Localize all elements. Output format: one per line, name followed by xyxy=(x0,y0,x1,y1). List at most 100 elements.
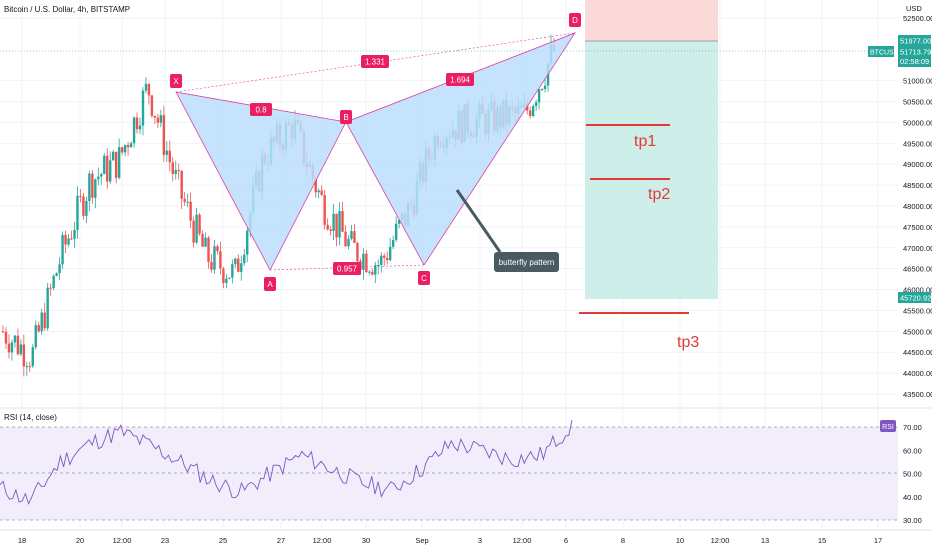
time-tick-label: 15 xyxy=(818,536,826,545)
svg-text:51713.79: 51713.79 xyxy=(900,48,931,57)
candle-body xyxy=(535,102,537,106)
candle-body xyxy=(38,325,40,331)
candle-body xyxy=(210,262,212,270)
candle-body xyxy=(41,313,43,332)
svg-text:tp3: tp3 xyxy=(677,334,699,351)
butterfly-pattern[interactable] xyxy=(176,33,575,270)
candle-body xyxy=(198,215,200,234)
rsi-pane[interactable]: RSI (14, close) RSI xyxy=(0,413,898,520)
candle-body xyxy=(544,86,546,89)
target-tp3[interactable]: tp3 xyxy=(579,313,699,351)
candle-body xyxy=(26,366,28,367)
time-tick-label: 20 xyxy=(76,536,84,545)
candle-body xyxy=(151,95,153,115)
candle-body xyxy=(58,264,60,273)
svg-text:tp2: tp2 xyxy=(648,186,670,203)
candle-body xyxy=(329,229,331,231)
price-tick-label: 47500.00 xyxy=(903,223,932,232)
rsi-badge: RSI xyxy=(880,420,896,432)
candle-body xyxy=(79,196,81,197)
candle-body xyxy=(318,190,320,192)
rsi-tick-label: 60.00 xyxy=(903,446,922,455)
candle-body xyxy=(124,145,126,152)
candle-body xyxy=(320,190,322,194)
time-tick-label: 12:00 xyxy=(313,536,332,545)
candle-body xyxy=(82,196,84,215)
ratio-label-xd: 1.331 xyxy=(361,55,389,68)
candle-body xyxy=(362,254,364,270)
candle-body xyxy=(73,230,75,239)
point-label-c: C xyxy=(418,271,430,285)
target-price-tag: 51977.00 xyxy=(898,35,931,46)
ratio-label-xb: 0.8 xyxy=(250,103,272,116)
time-tick-label: 8 xyxy=(621,536,625,545)
candle-body xyxy=(178,170,180,171)
profit-zone[interactable] xyxy=(585,41,718,299)
candle-body xyxy=(368,272,370,273)
svg-text:butterfly pattern: butterfly pattern xyxy=(499,258,555,267)
candle-body xyxy=(181,171,183,199)
candle-body xyxy=(43,313,45,329)
time-tick-label: 18 xyxy=(18,536,26,545)
candle-body xyxy=(142,91,144,126)
candle-body xyxy=(23,345,25,367)
price-tick-label: 47000.00 xyxy=(903,244,932,253)
point-label-b: B xyxy=(340,110,352,124)
loss-zone[interactable] xyxy=(585,0,718,41)
candle-body xyxy=(32,347,34,366)
candle-body xyxy=(2,331,4,332)
rsi-tick-label: 30.00 xyxy=(903,516,922,525)
candle-body xyxy=(538,89,540,102)
candle-body xyxy=(20,345,22,355)
svg-text:1.694: 1.694 xyxy=(450,76,471,85)
candle-body xyxy=(201,234,203,247)
candle-body xyxy=(52,276,54,288)
svg-text:02:58:09: 02:58:09 xyxy=(900,57,929,66)
symbol-tag: BTCUSD xyxy=(868,46,899,57)
svg-text:D: D xyxy=(572,16,578,25)
candle-body xyxy=(246,231,248,255)
candle-body xyxy=(55,273,57,276)
candle-body xyxy=(222,269,224,283)
candle-body xyxy=(109,160,111,181)
candle-body xyxy=(389,247,391,260)
price-tick-label: 45000.00 xyxy=(903,327,932,336)
candle-body xyxy=(541,89,543,90)
currency-label: USD xyxy=(906,4,922,13)
candle-body xyxy=(17,336,19,354)
candle-body xyxy=(121,147,123,152)
time-tick-label: Sep xyxy=(415,536,428,545)
candle-body xyxy=(91,174,93,198)
candle-body xyxy=(70,238,72,239)
butterfly-callout[interactable]: butterfly pattern xyxy=(457,190,559,272)
candle-body xyxy=(386,258,388,260)
candle-body xyxy=(5,332,7,344)
point-label-a: A xyxy=(264,277,276,291)
candle-body xyxy=(380,256,382,265)
candle-body xyxy=(163,115,165,155)
candle-body xyxy=(100,174,102,177)
ratio-label-ac: 0.957 xyxy=(333,262,361,275)
candle-body xyxy=(97,177,99,180)
time-tick-label: 30 xyxy=(362,536,370,545)
time-axis[interactable]: 18 20 12:00 23 25 27 12:00 30 Sep 3 12:00 6 8 10 12:00… xyxy=(18,536,882,545)
candle-body xyxy=(371,272,373,275)
candle-body xyxy=(166,151,168,155)
candle-body xyxy=(228,278,230,279)
candle-body xyxy=(532,106,534,116)
candle-body xyxy=(356,243,358,261)
time-tick-label: 27 xyxy=(277,536,285,545)
candle-body xyxy=(323,195,325,225)
candle-body xyxy=(195,215,197,243)
price-tick-label: 43500.00 xyxy=(903,390,932,399)
candle-body xyxy=(103,156,105,174)
price-tick-label: 44000.00 xyxy=(903,369,932,378)
candle-body xyxy=(148,84,150,95)
candle-body xyxy=(115,152,117,178)
price-tick-label: 52500.00 xyxy=(903,14,932,23)
candle-body xyxy=(204,238,206,247)
candle-body xyxy=(189,202,191,221)
candle-body xyxy=(186,202,188,203)
svg-text:51977.00: 51977.00 xyxy=(900,37,931,46)
